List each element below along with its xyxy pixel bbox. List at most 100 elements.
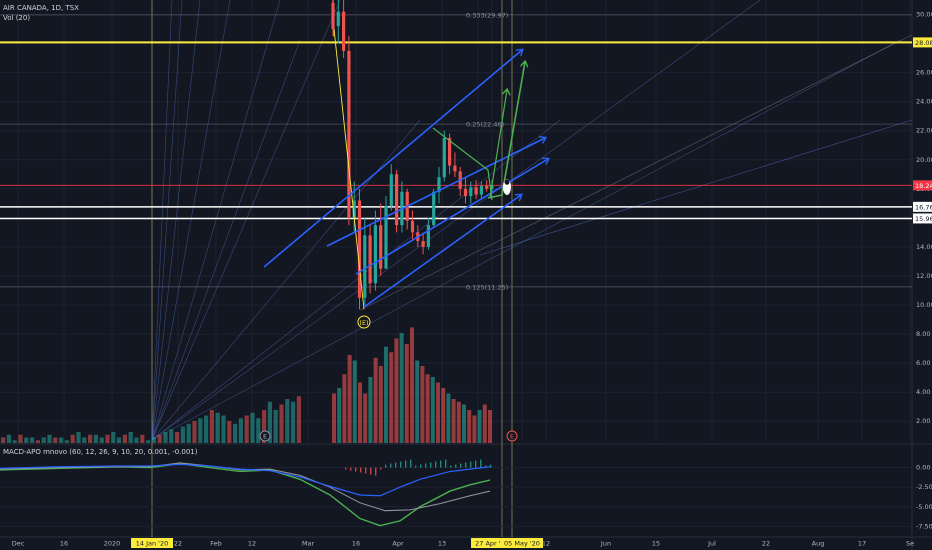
volume-bar (378, 366, 383, 443)
fan-ray (151, 0, 281, 441)
volume-bar (6, 434, 11, 443)
candle-body (474, 187, 478, 195)
candle-body (379, 225, 383, 269)
volume-bar (244, 415, 249, 443)
fan-ray (151, 0, 183, 441)
candle-body (485, 185, 489, 189)
price-tick-label: 12.00 (916, 272, 932, 280)
volume-bar (151, 437, 156, 443)
candle-body (421, 241, 425, 247)
macd-histogram-bar (485, 465, 487, 468)
time-marker-label: 05 May '20 (504, 540, 540, 548)
volume-bar (18, 434, 23, 443)
projection-arrow (487, 62, 525, 199)
volume-bar (446, 393, 451, 443)
price-tick-label: 24.00 (916, 98, 932, 106)
volume-bar (238, 418, 243, 443)
fib-level-label: 0.25(22.46) (466, 121, 504, 129)
time-tick-label: Dec (12, 540, 25, 548)
time-tick-label: Jul (707, 540, 716, 548)
volume-bar (76, 432, 81, 443)
volume-bar (198, 418, 203, 443)
macd-histogram-bar (420, 464, 422, 468)
volume-bar (420, 366, 425, 443)
volume-bar (267, 401, 272, 443)
macd-histogram-bar (375, 467, 377, 476)
macd-histogram-bar (460, 463, 462, 468)
candle-body (368, 235, 372, 284)
candle-body (426, 225, 430, 247)
candle-body (347, 50, 351, 218)
volume-bar (134, 437, 139, 443)
volume-bar (296, 396, 301, 443)
macd-histogram-bar (445, 459, 447, 468)
macd-histogram-bar (390, 463, 392, 468)
volume-bar (363, 393, 368, 443)
symbol-legend: AIR CANADA, 1D, TSX (3, 4, 79, 12)
volume-bar (105, 434, 110, 443)
time-marker-label: 27 Apr '20 (475, 540, 509, 548)
candle-body (363, 235, 367, 298)
volume-bar (186, 423, 191, 443)
volume-legend: Vol (20) (3, 14, 31, 22)
fan-ray (151, 0, 201, 441)
price-label-bg (913, 37, 932, 48)
candle-body (469, 187, 473, 197)
earnings-marker (506, 430, 518, 442)
candle-body (463, 188, 468, 197)
macd-tick-label: -5.00 (916, 503, 932, 511)
volume-bar (53, 437, 58, 443)
volume-bar (404, 344, 409, 443)
volume-bar (140, 434, 145, 443)
volume-bar (70, 434, 75, 443)
macd-histogram-bar (440, 460, 442, 468)
volume-bar (175, 432, 180, 443)
time-tick-label: 22 (174, 540, 182, 548)
volume-bar (250, 412, 255, 443)
volume-bar (394, 338, 399, 443)
time-tick-label: 22 (762, 540, 770, 548)
candle-body (448, 137, 452, 166)
time-tick-label: 2020 (104, 540, 121, 548)
time-tick-label: 16 (352, 540, 360, 548)
macd-histogram-bar (365, 467, 367, 474)
volume-bar (99, 437, 104, 443)
time-tick-label: Se (906, 540, 914, 548)
volume-bar (472, 415, 477, 443)
macd-histogram-bar (360, 467, 362, 473)
time-tick-label: 12 (248, 540, 256, 548)
candle-body (384, 206, 388, 269)
volume-bar (82, 437, 87, 443)
volume-bar (163, 432, 168, 443)
volume-bar (358, 382, 362, 443)
candle-body (442, 137, 446, 178)
projection-arrow (489, 90, 507, 199)
volume-bar (30, 437, 35, 443)
volume-bar (24, 437, 29, 443)
volume-bar (273, 410, 278, 443)
macd-histogram-bar (370, 467, 372, 475)
apo-line (0, 463, 491, 497)
volume-bar (215, 412, 220, 443)
volume-bar (180, 426, 185, 443)
macd-histogram-bar (450, 465, 452, 468)
macd-histogram-bar (435, 461, 437, 468)
macd-tick-label: -2.50 (916, 483, 932, 491)
macd-histogram-bar (470, 461, 472, 468)
volume-bar (204, 415, 209, 443)
price-tick-label: 8.00 (916, 330, 930, 338)
channel-line (263, 50, 522, 268)
fan-ray (151, 39, 901, 441)
price-tick-label: 4.00 (916, 388, 930, 396)
volume-bar (410, 327, 414, 443)
volume-bar (441, 388, 446, 443)
time-tick-label: 13 (438, 540, 446, 548)
time-tick-label: 15 (652, 540, 660, 548)
candle-body (479, 185, 483, 195)
candle-body (357, 200, 362, 298)
drop-line (333, 29, 365, 310)
volume-bar (192, 421, 197, 443)
macd-histogram-bar (480, 459, 482, 468)
volume-bar (451, 399, 456, 443)
